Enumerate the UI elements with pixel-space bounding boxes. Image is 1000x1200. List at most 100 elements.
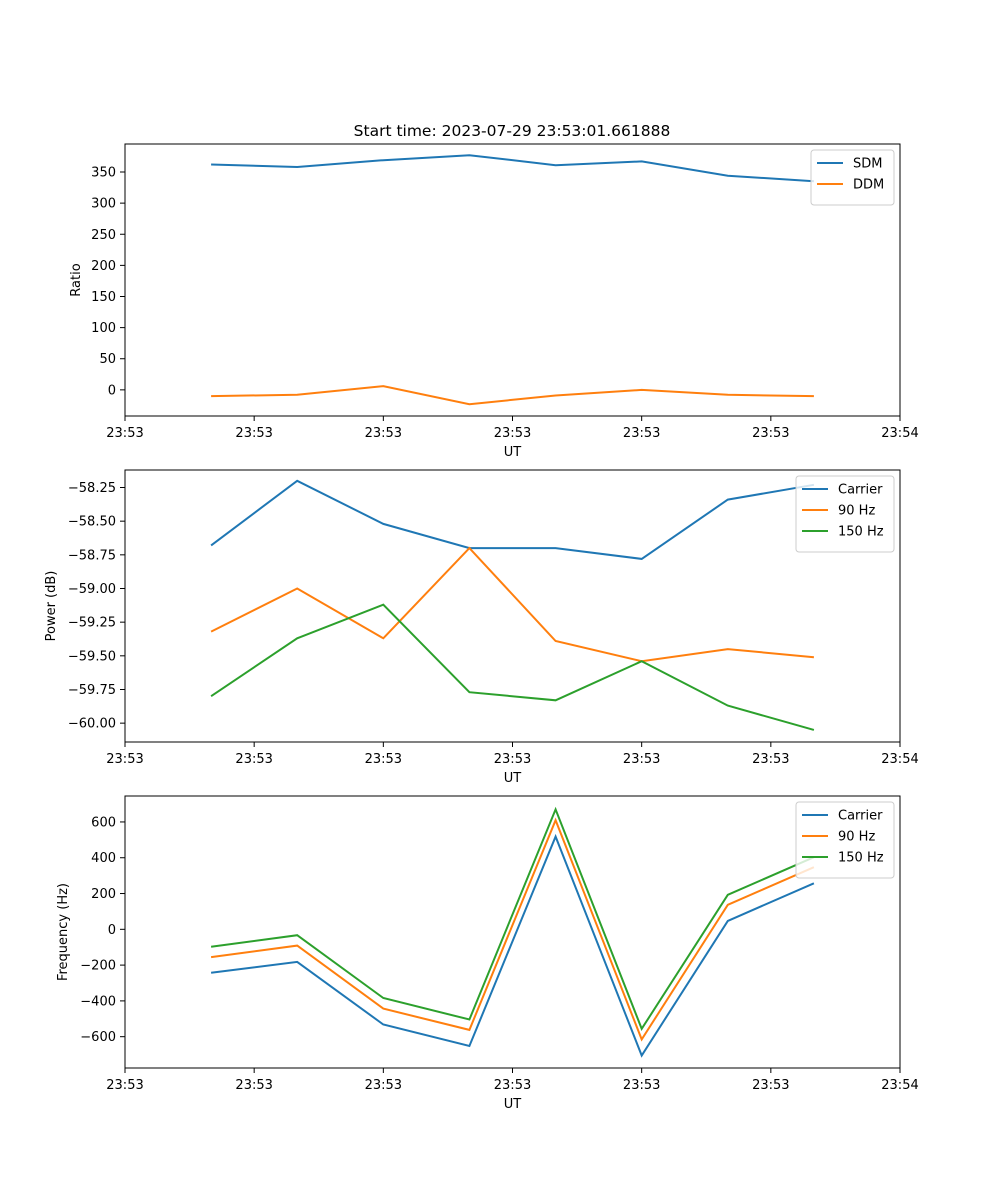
chart-panel-1: 23:53 23:53 23:53 23:53 23:53 23:53 23:54 UT 0 50… bbox=[69, 143, 919, 460]
data-point bbox=[555, 547, 557, 549]
data-point bbox=[468, 403, 470, 405]
y-tick-label: −60.00 bbox=[68, 717, 116, 732]
data-point bbox=[210, 544, 212, 546]
data-point bbox=[468, 154, 470, 156]
series-line-carrier bbox=[210, 833, 815, 1058]
y-axis-label: Power (dB) bbox=[44, 571, 59, 642]
x-tick-label: 23:53 bbox=[365, 1078, 402, 1093]
y-tick-label: −59.50 bbox=[68, 649, 116, 664]
data-point bbox=[382, 159, 384, 161]
x-tick-label: 23:53 bbox=[623, 1078, 660, 1093]
data-point bbox=[641, 558, 643, 560]
x-axis-label: UT bbox=[504, 445, 522, 460]
series-line-ddm bbox=[211, 385, 814, 406]
series-line-90-hz bbox=[210, 546, 814, 663]
legend-label: 90 Hz bbox=[838, 504, 875, 519]
y-tick-label: −59.75 bbox=[68, 683, 116, 698]
x-tick-label: 23:53 bbox=[365, 426, 402, 441]
data-point bbox=[382, 1024, 384, 1026]
x-tick-label: 23:53 bbox=[235, 752, 272, 767]
chart-panels: 23:53 23:53 23:53 23:53 23:53 23:53 23:54 UT 0 50… bbox=[44, 143, 919, 1112]
data-point bbox=[210, 695, 212, 697]
series-line-90-hz bbox=[210, 817, 815, 1042]
x-tick-label: 23:53 bbox=[752, 1078, 789, 1093]
data-point bbox=[727, 894, 729, 896]
data-point bbox=[555, 808, 557, 810]
series-line-150-hz bbox=[210, 603, 815, 731]
data-point bbox=[813, 882, 815, 884]
data-point bbox=[296, 961, 298, 963]
legend-label: SDM bbox=[853, 157, 882, 172]
y-tick-label: −58.75 bbox=[68, 548, 116, 563]
legend-label: DDM bbox=[853, 178, 884, 193]
data-point bbox=[382, 604, 384, 606]
legend-box bbox=[795, 801, 895, 879]
data-point bbox=[727, 705, 729, 707]
y-tick-label: 0 bbox=[108, 383, 116, 398]
data-point bbox=[382, 637, 384, 639]
data-point bbox=[555, 836, 557, 838]
x-tick-label: 23:54 bbox=[881, 752, 918, 767]
x-axis-label: UT bbox=[504, 771, 522, 786]
series-line-150-hz bbox=[210, 806, 815, 1031]
data-point bbox=[210, 972, 212, 974]
chart-panel-2: 23:53 23:53 23:53 23:53 23:53 23:53 23:54 UT −60… bbox=[44, 469, 919, 786]
data-point bbox=[296, 934, 298, 936]
legend-label: 90 Hz bbox=[838, 830, 875, 845]
x-tick-label: 23:53 bbox=[752, 426, 789, 441]
x-tick-label: 23:53 bbox=[106, 752, 143, 767]
y-tick-label: 200 bbox=[91, 259, 116, 274]
data-point bbox=[641, 1054, 643, 1056]
chart-panel-3: 23:53 23:53 23:53 23:53 23:53 23:53 23:54 UT −60… bbox=[56, 795, 919, 1112]
x-tick-label: 23:53 bbox=[494, 752, 531, 767]
series-line-sdm bbox=[211, 154, 814, 183]
data-point bbox=[727, 394, 729, 396]
data-point bbox=[382, 997, 384, 999]
data-point bbox=[296, 637, 298, 639]
y-tick-label: −58.50 bbox=[68, 515, 116, 530]
x-tick-label: 23:53 bbox=[494, 426, 531, 441]
data-point bbox=[727, 920, 729, 922]
x-tick-label: 23:53 bbox=[623, 426, 660, 441]
data-point bbox=[813, 656, 815, 658]
legend-label: Carrier bbox=[838, 809, 883, 824]
x-tick-label: 23:53 bbox=[752, 752, 789, 767]
y-tick-label: −400 bbox=[80, 994, 116, 1009]
data-point bbox=[468, 547, 470, 549]
data-point bbox=[296, 480, 298, 482]
data-point bbox=[727, 499, 729, 501]
y-tick-label: 400 bbox=[91, 851, 116, 866]
y-tick-label: 0 bbox=[108, 923, 116, 938]
data-point bbox=[210, 956, 212, 958]
y-tick-label: 50 bbox=[99, 352, 116, 367]
data-point bbox=[382, 385, 384, 387]
data-point bbox=[468, 1045, 470, 1047]
data-point bbox=[555, 394, 557, 396]
data-point bbox=[210, 631, 212, 633]
data-point bbox=[468, 1029, 470, 1031]
y-tick-label: −200 bbox=[80, 959, 116, 974]
x-tick-label: 23:54 bbox=[881, 426, 918, 441]
data-point bbox=[813, 729, 815, 731]
data-point bbox=[641, 660, 643, 662]
legend: Carrier 90 Hz 150 Hz bbox=[795, 801, 895, 879]
y-tick-label: 100 bbox=[91, 321, 116, 336]
data-point bbox=[813, 395, 815, 397]
x-tick-label: 23:53 bbox=[623, 752, 660, 767]
data-point bbox=[727, 648, 729, 650]
data-point bbox=[555, 164, 557, 166]
y-tick-label: −600 bbox=[80, 1030, 116, 1045]
data-point bbox=[210, 164, 212, 166]
data-point bbox=[296, 394, 298, 396]
data-point bbox=[296, 945, 298, 947]
data-point bbox=[727, 175, 729, 177]
data-point bbox=[296, 166, 298, 168]
y-tick-label: 250 bbox=[91, 228, 116, 243]
legend: Carrier 90 Hz 150 Hz bbox=[795, 475, 895, 553]
x-tick-label: 23:53 bbox=[494, 1078, 531, 1093]
data-point bbox=[382, 523, 384, 525]
data-point bbox=[641, 160, 643, 162]
data-point bbox=[641, 1028, 643, 1030]
legend: SDM DDM bbox=[810, 149, 895, 206]
